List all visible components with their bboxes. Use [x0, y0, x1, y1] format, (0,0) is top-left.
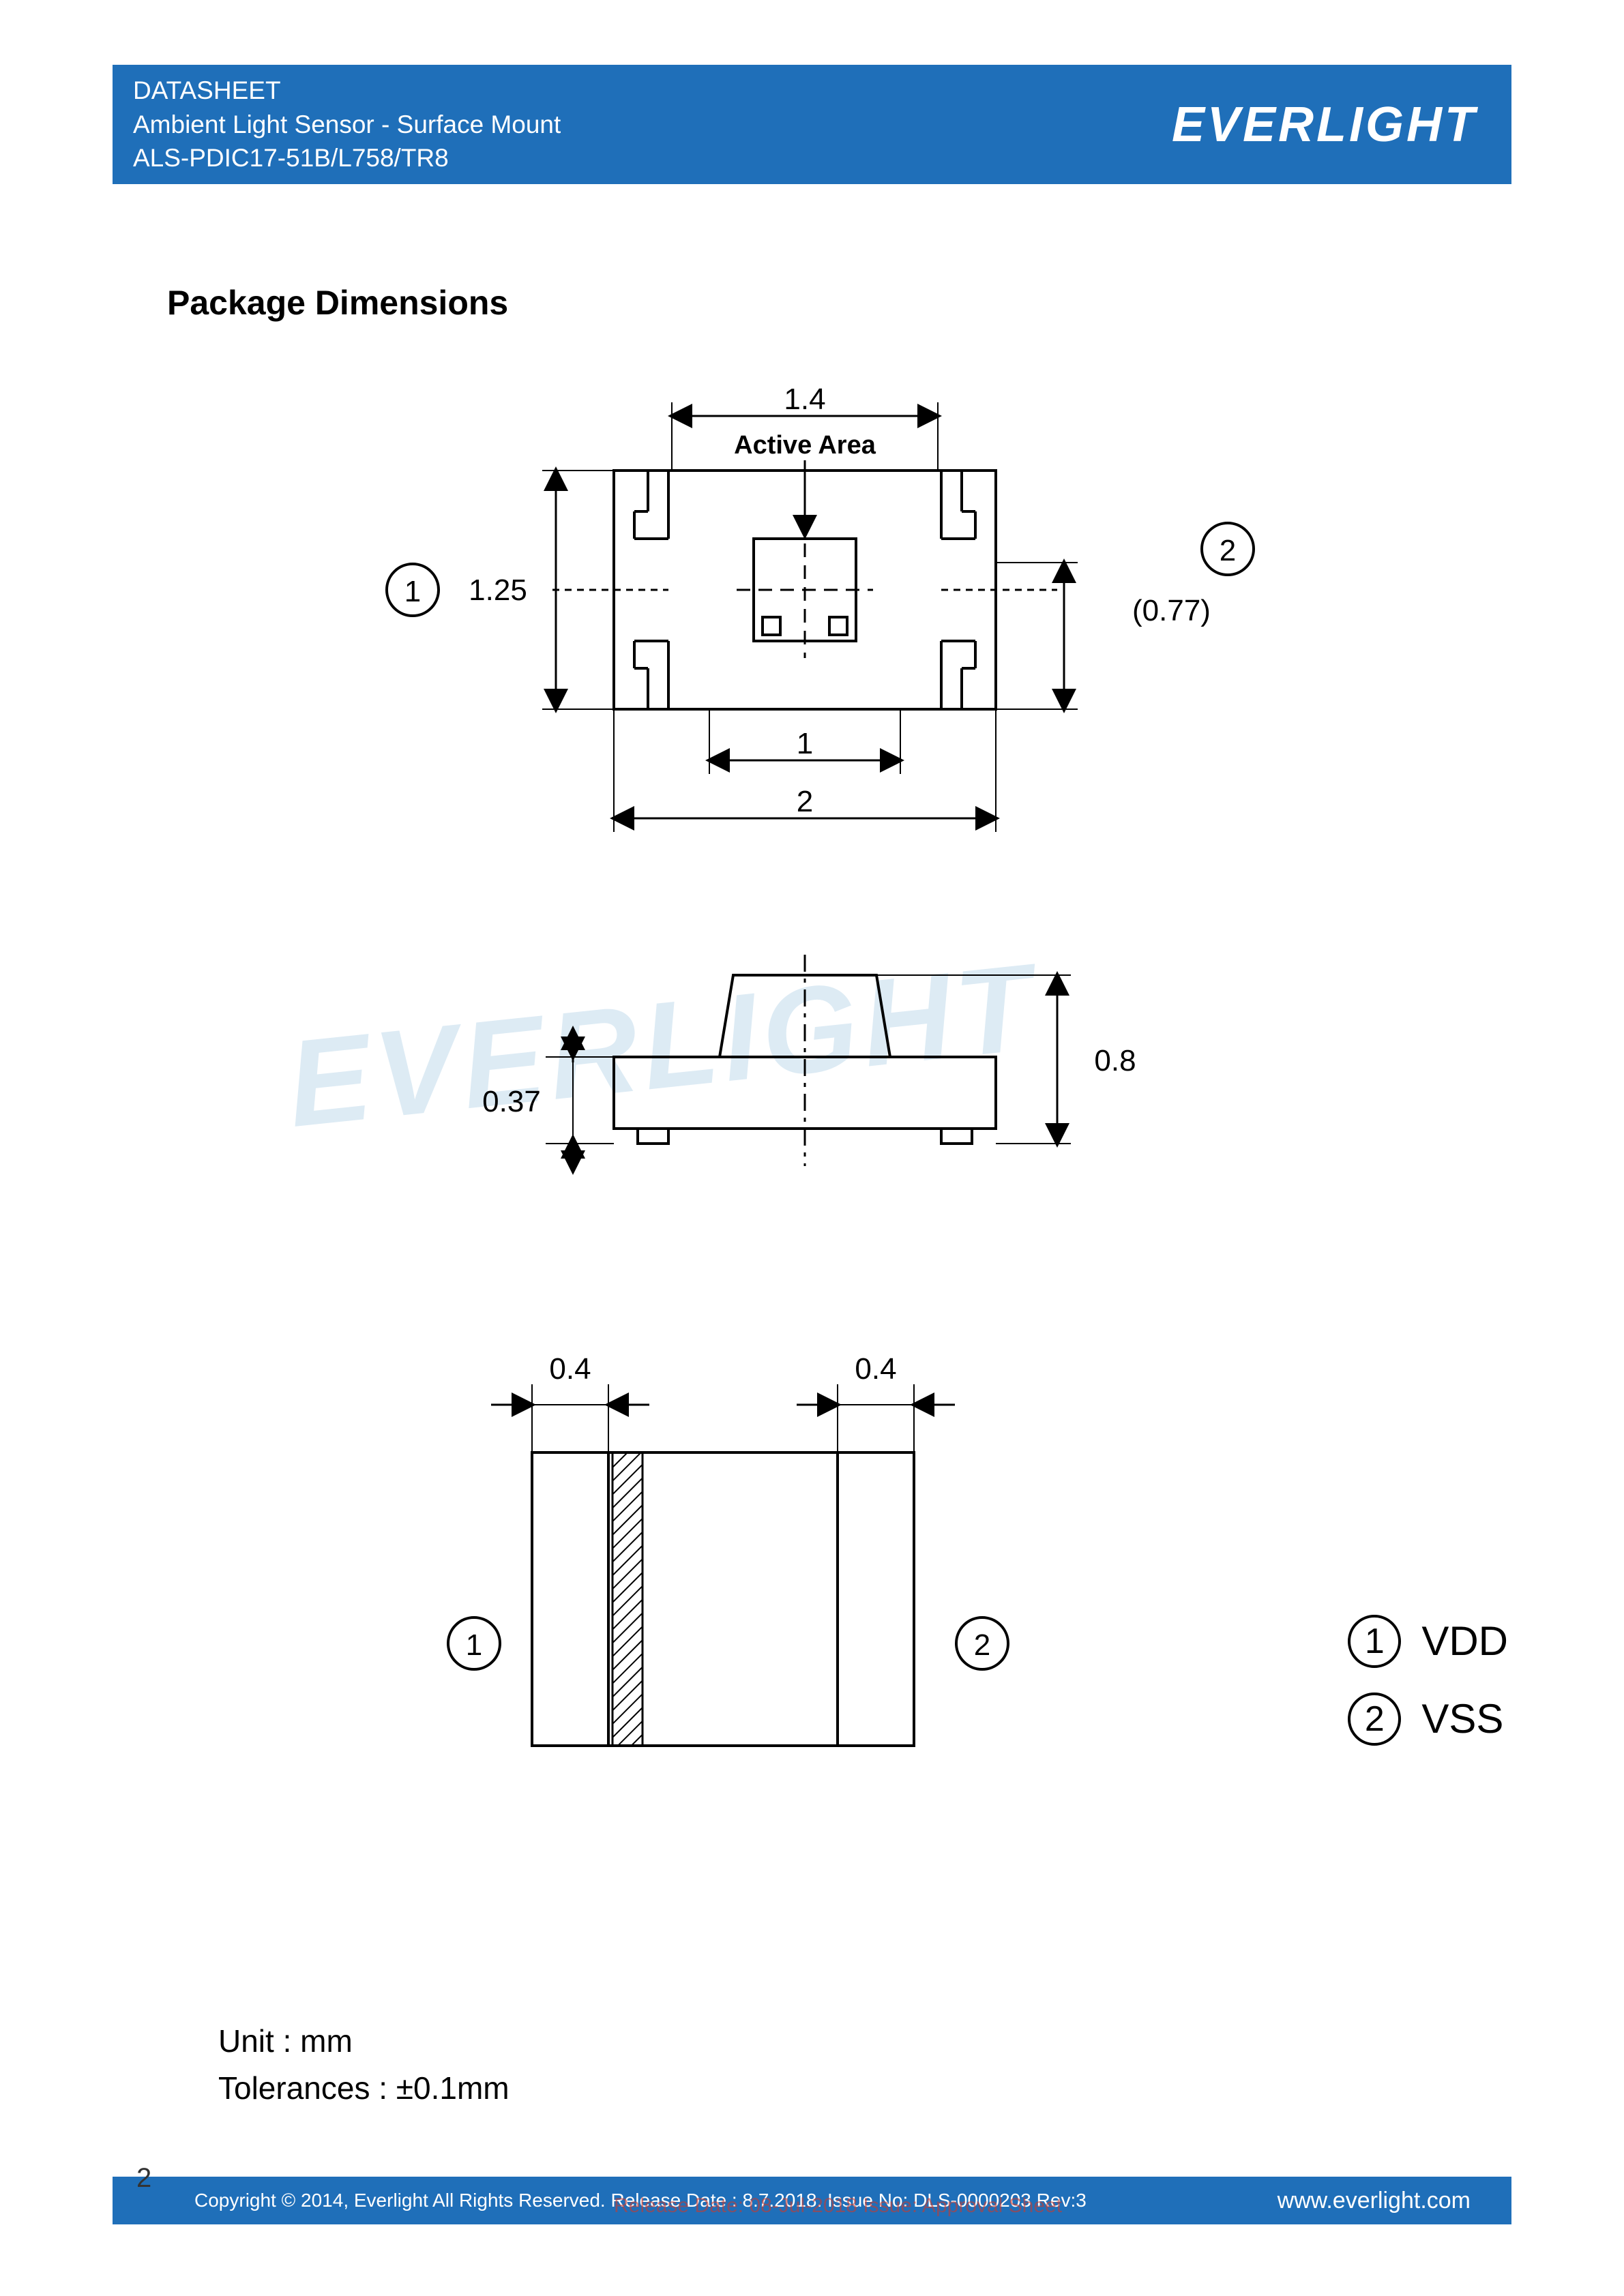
page-number: 2 [136, 2163, 151, 2194]
top-view-diagram: 1.4 Active Area 1.25 1 (0.77) 2 1 2 [375, 382, 1330, 866]
header-line2: Ambient Light Sensor - Surface Mount [133, 108, 561, 142]
legend-vss: VSS [1421, 1680, 1503, 1758]
active-area-label: Active Area [734, 431, 876, 460]
bottom-view-diagram: 0.4 0.4 1 2 [375, 1343, 1194, 1821]
bottom-pin1: 1 [466, 1628, 482, 1662]
legend-circle-1: 1 [1348, 1615, 1401, 1668]
header-bar: DATASHEET Ambient Light Sensor - Surface… [113, 65, 1511, 184]
pin2-marker: 2 [1220, 534, 1236, 567]
note-tol: Tolerances : ±0.1mm [218, 2065, 510, 2112]
section-title: Package Dimensions [167, 283, 508, 323]
notes: Unit : mm Tolerances : ±0.1mm [218, 2018, 510, 2112]
footer-url: www.everlight.com [1278, 2188, 1471, 2214]
legend-row-1: 1 VDD [1348, 1602, 1508, 1680]
pin1-marker: 1 [404, 575, 421, 608]
header-line3: ALS-PDIC17-51B/L758/TR8 [133, 141, 561, 175]
note-unit: Unit : mm [218, 2018, 510, 2065]
pin-legend: 1 VDD 2 VSS [1348, 1602, 1508, 1758]
side-view-diagram: 0.37 0.8 [375, 934, 1330, 1221]
footer-red-overlay: Release Date: 08-Jul-2018 Issue: Approva… [614, 2194, 1062, 2218]
dim-0-40-left: 0.4 [549, 1352, 591, 1386]
logo: EVERLIGHT [1172, 97, 1477, 153]
legend-vdd: VDD [1421, 1602, 1508, 1680]
dim-2-00: 2 [797, 785, 813, 818]
dim-0-80: 0.8 [1094, 1044, 1136, 1077]
header-line1: DATASHEET [133, 74, 561, 108]
dim-0-40-right: 0.4 [855, 1352, 896, 1386]
legend-circle-2: 2 [1348, 1693, 1401, 1746]
dim-0-37: 0.37 [482, 1085, 541, 1118]
legend-row-2: 2 VSS [1348, 1680, 1508, 1758]
dim-1-40: 1.4 [784, 383, 825, 416]
dim-1-25: 1.25 [469, 573, 527, 607]
dim-0-77: (0.77) [1132, 594, 1211, 627]
dim-1-00: 1 [797, 727, 813, 760]
header-text: DATASHEET Ambient Light Sensor - Surface… [133, 74, 561, 176]
bottom-pin2: 2 [974, 1628, 990, 1662]
